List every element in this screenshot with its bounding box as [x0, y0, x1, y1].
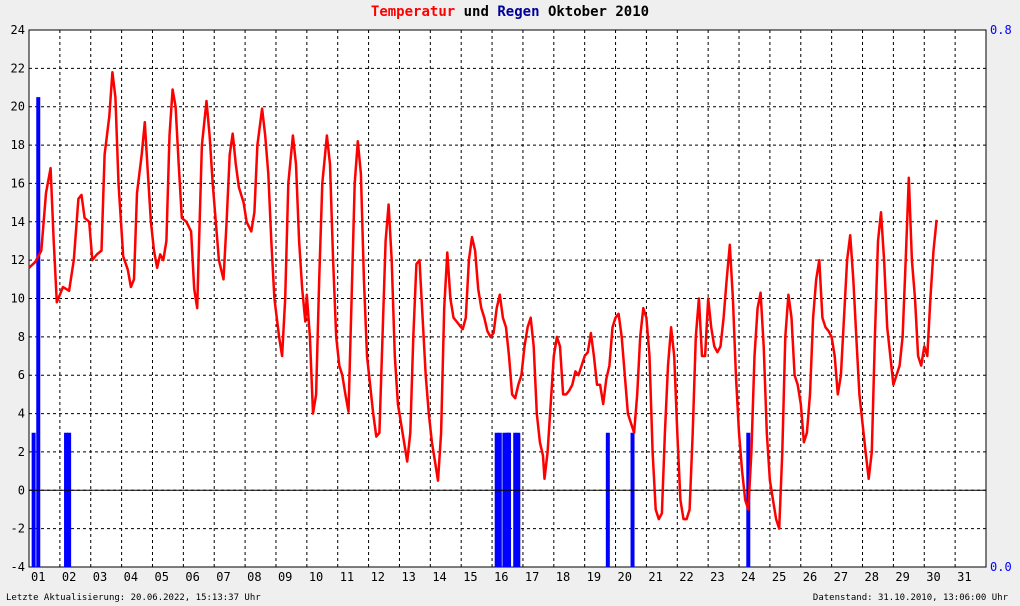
x-tick-label: 16: [494, 570, 508, 584]
x-tick-label: 12: [371, 570, 385, 584]
y-tick-label: -2: [11, 522, 25, 536]
rain-bar: [36, 97, 41, 567]
rain-bar: [507, 432, 512, 567]
title-rain: Regen: [497, 4, 540, 20]
x-tick-label: 03: [93, 570, 107, 584]
x-tick-label: 20: [618, 570, 632, 584]
x-tick-label: 11: [340, 570, 354, 584]
x-tick-label: 14: [432, 570, 446, 584]
y2-tick-label: 0.8: [990, 23, 1012, 37]
x-tick-label: 23: [710, 570, 724, 584]
rain-bar: [494, 432, 499, 567]
y-tick-label: 6: [18, 368, 25, 382]
chart-title: Temperatur und Regen Oktober 2010: [0, 4, 1020, 20]
title-and: und: [463, 4, 489, 20]
y-tick-label: -4: [11, 560, 25, 574]
rain-bar: [31, 432, 36, 567]
x-tick-label: 15: [463, 570, 477, 584]
x-tick-label: 22: [679, 570, 693, 584]
rain-bar: [516, 432, 521, 567]
x-tick-label: 13: [401, 570, 415, 584]
x-tick-label: 02: [62, 570, 76, 584]
x-tick-label: 05: [154, 570, 168, 584]
y-tick-label: 16: [11, 176, 25, 190]
y-axis-right-labels: 0.8 0.0: [990, 23, 1012, 574]
y-tick-label: 2: [18, 445, 25, 459]
rain-bar: [64, 432, 69, 567]
title-temperature: Temperatur: [370, 4, 456, 20]
x-tick-label: 30: [926, 570, 940, 584]
x-axis-labels: 01 02 03 04 05 06 07 08 09 10 11 12 13 14 15 16 17 18 19 20…: [31, 570, 972, 584]
y-tick-label: 24: [11, 23, 25, 37]
y-tick-label: 18: [11, 138, 25, 152]
rain-bar: [513, 432, 518, 567]
x-tick-label: 18: [556, 570, 570, 584]
x-tick-label: 10: [309, 570, 323, 584]
x-tick-label: 07: [216, 570, 230, 584]
x-tick-label: 24: [741, 570, 755, 584]
x-tick-label: 27: [834, 570, 848, 584]
y-tick-label: 12: [11, 253, 25, 267]
rain-bar: [630, 432, 635, 567]
x-tick-label: 26: [803, 570, 817, 584]
y2-tick-label: 0.0: [990, 560, 1012, 574]
x-tick-label: 31: [957, 570, 971, 584]
x-tick-label: 08: [247, 570, 261, 584]
y-tick-label: 14: [11, 215, 25, 229]
rain-bar: [67, 432, 72, 567]
x-tick-label: 17: [525, 570, 539, 584]
y-tick-label: 10: [11, 292, 25, 306]
temperature-line: [28, 70, 938, 530]
rain-bar: [497, 432, 502, 567]
x-tick-label: 29: [895, 570, 909, 584]
rain-bar: [502, 432, 507, 567]
x-tick-label: 21: [648, 570, 662, 584]
footer-data-state: Datenstand: 31.10.2010, 13:06:00 Uhr: [812, 593, 1008, 603]
x-tick-label: 04: [124, 570, 138, 584]
x-tick-label: 28: [865, 570, 879, 584]
x-tick-label: 06: [185, 570, 199, 584]
y-tick-label: 8: [18, 330, 25, 344]
rain-bar: [605, 432, 610, 567]
x-tick-label: 25: [772, 570, 786, 584]
title-month: Oktober 2010: [547, 4, 650, 20]
x-tick-label: 09: [278, 570, 292, 584]
y-tick-label: 20: [11, 100, 25, 114]
footer-last-update: Letzte Aktualisierung: 20.06.2022, 15:13…: [6, 593, 261, 603]
x-tick-label: 01: [31, 570, 45, 584]
y-tick-label: 22: [11, 61, 25, 75]
y-tick-label: 0: [18, 483, 25, 497]
y-tick-label: 4: [18, 407, 25, 421]
x-tick-label: 19: [587, 570, 601, 584]
temperature-series: [28, 70, 938, 530]
